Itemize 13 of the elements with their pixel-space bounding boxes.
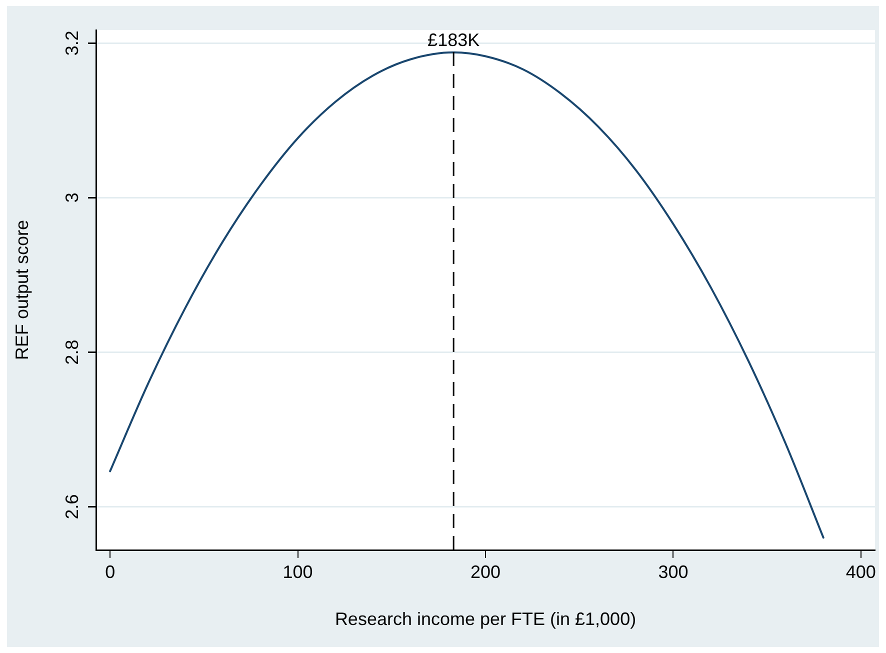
x-tick-label: 200 [470, 562, 501, 582]
line-series [109, 51, 824, 539]
x-tick-label: 400 [846, 562, 876, 582]
x-axis-title: Research income per FTE (in £1,000) [334, 609, 636, 630]
y-tick-label: 3.2 [62, 30, 82, 56]
y-tick-label: 2.8 [62, 340, 82, 365]
x-tick-label: 0 [105, 562, 116, 582]
ref-line-label: £183K [428, 30, 480, 50]
x-tick-label: 100 [282, 562, 313, 582]
y-tick-label: 2.6 [62, 494, 82, 520]
y-axis-title: REF output score [12, 220, 32, 360]
x-tick-label: 300 [658, 562, 688, 582]
y-tick-label: 3 [62, 192, 82, 203]
